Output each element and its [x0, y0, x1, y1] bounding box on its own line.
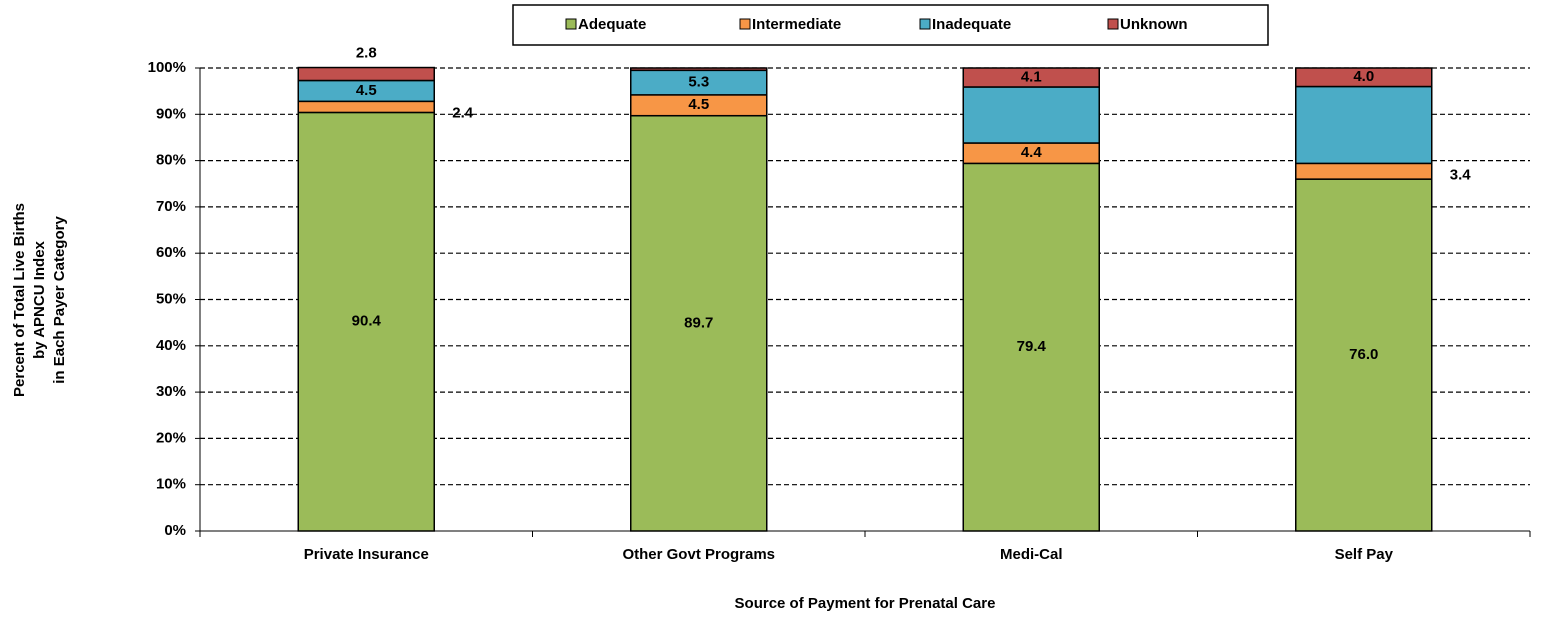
y-tick-label: 70% — [156, 198, 186, 215]
data-label: 79.4 — [1017, 338, 1047, 355]
y-tick-label: 80% — [156, 152, 186, 169]
data-label: 76.0 — [1349, 346, 1378, 363]
bar-segment — [1295, 178, 1433, 532]
legend-swatch — [739, 18, 751, 30]
y-axis-title-line: Percent of Total Live Births — [11, 203, 28, 397]
y-tick-label: 50% — [156, 290, 186, 307]
x-tick-label: Other Govt Programs — [622, 546, 775, 563]
data-label: 4.5 — [356, 82, 377, 99]
y-tick-label: 10% — [156, 476, 186, 493]
y-tick-label: 90% — [156, 105, 186, 122]
bar-segment — [630, 69, 768, 96]
data-label: 4.4 — [1021, 144, 1043, 161]
bar-segment — [297, 111, 435, 532]
x-tick-label: Private Insurance — [304, 546, 429, 563]
legend-label: Adequate — [578, 16, 646, 33]
bar-segment — [630, 114, 768, 532]
y-tick-label: 60% — [156, 244, 186, 261]
x-tick-label: Self Pay — [1335, 546, 1394, 563]
y-tick-label: 30% — [156, 383, 186, 400]
data-label: 89.7 — [684, 314, 713, 331]
bar-segment — [962, 67, 1100, 88]
legend-label: Inadequate — [932, 16, 1011, 33]
bar-segment — [297, 100, 435, 114]
y-axis-title-line: in Each Payer Category — [51, 216, 68, 384]
legend-label: Unknown — [1120, 16, 1188, 33]
bar-segment — [1295, 67, 1433, 88]
y-tick-label: 40% — [156, 337, 186, 354]
bar-segment — [1295, 85, 1433, 165]
bar-segment — [1295, 162, 1433, 180]
bar-segment — [297, 66, 435, 82]
legend-swatch — [1107, 18, 1119, 30]
data-label: 4.1 — [1021, 68, 1042, 85]
legend-box — [512, 4, 1269, 46]
x-tick-label: Medi-Cal — [1000, 546, 1063, 563]
y-axis-title: Percent of Total Live Births by APNCU In… — [11, 203, 68, 397]
legend-swatch — [565, 18, 577, 30]
data-label: 90.4 — [352, 313, 382, 330]
y-tick-label: 100% — [148, 59, 186, 76]
data-label: 4.0 — [1353, 68, 1374, 85]
data-label: 2.8 — [356, 45, 377, 62]
y-tick-label: 0% — [164, 522, 186, 539]
bar-segment — [962, 86, 1100, 144]
data-label: 5.3 — [688, 74, 709, 91]
data-label: 4.5 — [688, 96, 709, 113]
legend-swatch — [919, 18, 931, 30]
legend-label: Intermediate — [752, 16, 841, 33]
y-tick-label: 20% — [156, 429, 186, 446]
bar-segment — [630, 67, 768, 72]
y-axis-title-line: by APNCU Index — [31, 240, 48, 358]
bar-segment — [962, 162, 1100, 532]
x-axis-title: Source of Payment for Prenatal Care — [735, 595, 996, 612]
data-label: 2.4 — [452, 104, 474, 121]
data-label: 3.4 — [1450, 166, 1472, 183]
